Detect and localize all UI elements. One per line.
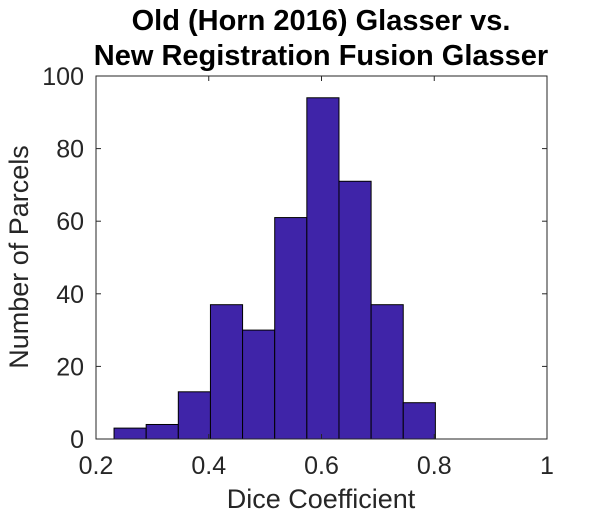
- histogram-bar: [338, 180, 372, 440]
- y-tick-label: 40: [56, 281, 84, 309]
- y-axis-label: Number of Parcels: [4, 145, 34, 369]
- histogram-bar: [209, 304, 244, 440]
- y-tick-label: 80: [56, 136, 84, 164]
- histogram-bar: [370, 304, 404, 440]
- x-axis-ticks: 0.2 0.4 0.6 0.8 1: [79, 76, 554, 480]
- y-tick-label: 100: [42, 63, 84, 91]
- histogram-bar: [177, 391, 211, 440]
- x-axis-label: Dice Coefficient: [227, 484, 416, 514]
- histogram-bar: [113, 427, 147, 440]
- histogram-bar: [306, 97, 340, 440]
- x-tick-label: 0.6: [304, 452, 339, 480]
- histogram-bars: [113, 97, 436, 440]
- x-tick-label: 0.4: [191, 452, 226, 480]
- histogram-bar: [274, 217, 308, 440]
- histogram-bar: [242, 329, 276, 440]
- y-tick-label: 20: [56, 353, 84, 381]
- y-axis-ticks: 0 20 40 60 80 100: [42, 63, 547, 454]
- y-tick-label: 0: [70, 426, 84, 454]
- x-tick-label: 1: [540, 452, 554, 480]
- chart-title-line-2: New Registration Fusion Glasser: [94, 40, 548, 72]
- histogram-bar: [402, 402, 436, 440]
- x-tick-label: 0.2: [79, 452, 114, 480]
- histogram-bar: [145, 423, 179, 440]
- chart-title-line-1: Old (Horn 2016) Glasser vs.: [132, 5, 511, 37]
- y-tick-label: 60: [56, 208, 84, 236]
- x-tick-label: 0.8: [417, 452, 452, 480]
